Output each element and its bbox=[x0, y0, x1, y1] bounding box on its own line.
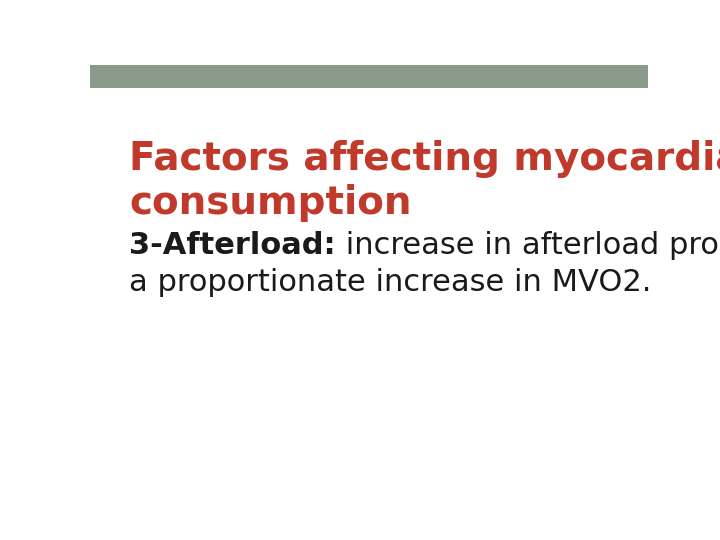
Text: 3-Afterload:: 3-Afterload: bbox=[129, 231, 336, 260]
Text: Factors affecting myocardial oxygen
consumption: Factors affecting myocardial oxygen cons… bbox=[129, 140, 720, 221]
Text: a proportionate increase in MVO2.: a proportionate increase in MVO2. bbox=[129, 268, 652, 297]
FancyBboxPatch shape bbox=[90, 65, 648, 87]
Text: increase in afterload produces: increase in afterload produces bbox=[336, 231, 720, 260]
